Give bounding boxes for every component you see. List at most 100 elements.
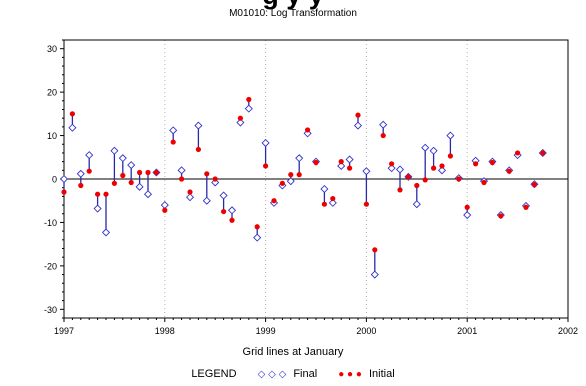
final-point-1998-01 [160,201,169,210]
initial-point-2000-11 [447,153,453,159]
final-point-2000-08 [421,143,430,152]
initial-point-1999-01 [263,163,269,169]
initial-point-1999-09 [330,195,336,202]
final-point-1999-09 [328,198,337,207]
cropped-title: g y y [0,0,586,11]
initial-point-1998-06 [204,171,210,177]
final-point-2000-05 [395,165,405,174]
final-point-1999-05 [295,154,304,163]
legend-final-label: Final [293,368,318,381]
initial-point-1999-04 [288,172,294,178]
final-point-2000-07 [412,200,421,209]
initial-point-1998-11 [246,96,252,103]
final-point-1997-10 [135,182,144,191]
final-point-2000-04 [387,164,396,173]
initial-point-2000-04 [389,161,395,167]
initial-point-2001-02 [473,161,479,167]
final-point-1998-02 [169,126,178,135]
x-tick-label: 1998 [155,326,175,336]
final-point-1997-11 [143,190,153,199]
final-point-1997-01 [59,174,69,184]
y-tick-label: 20 [47,88,57,98]
initial-point-2000-01 [363,201,369,207]
final-point-1999-12 [353,121,363,130]
initial-point-1997-08 [120,172,126,179]
initial-point-2000-12 [456,176,462,182]
final-point-1998-09 [227,206,237,215]
initial-point-1997-03 [78,182,84,189]
initial-point-1997-05 [95,191,101,197]
series-initial [61,96,546,253]
initial-point-1998-02 [170,139,176,145]
initial-point-1997-12 [153,169,159,176]
initial-point-1998-07 [212,176,218,182]
y-tick-label: -30 [44,305,57,315]
initial-point-1999-12 [355,112,361,118]
initial-point-2000-05 [397,187,403,193]
initial-point-2001-10 [540,150,546,156]
initial-point-1997-09 [128,179,134,186]
initial-point-1998-01 [162,207,168,213]
initial-point-1998-08 [221,208,227,215]
tick-labels: -30 -20 -10 0 10 20 30 1997 1998 1999 2000 2001 2002 [44,44,578,336]
initial-point-1999-02 [271,198,277,204]
initial-point-2000-06 [405,174,411,180]
final-point-1998-08 [219,191,228,200]
initial-point-2001-07 [515,150,521,156]
initial-point-1997-10 [137,169,143,176]
final-point-2000-01 [362,167,371,176]
initial-point-1997-04 [86,168,92,174]
final-point-1998-11 [244,104,253,113]
initial-point-2001-03 [481,179,487,186]
initial-point-1999-08 [321,201,327,207]
initial-point-1997-06 [103,191,109,197]
legend-initial-symbol: ● ● ● [338,368,362,380]
initial-point-2001-05 [498,213,504,219]
initial-point-2000-07 [414,182,420,189]
final-point-2000-09 [429,146,438,155]
initial-point-1999-03 [279,180,285,186]
x-tick-label: 1999 [256,326,276,336]
initial-point-1999-05 [296,172,302,178]
final-point-1999-11 [345,155,354,164]
final-point-1999-01 [261,138,270,147]
initial-point-1998-03 [179,176,185,182]
initial-point-2000-10 [439,163,445,169]
final-point-1997-06 [101,228,111,237]
legend: LEGEND ◇ ◇ ◇ Final ● ● ● Initial [0,368,586,380]
initial-point-2000-08 [422,177,428,183]
final-point-1998-03 [177,166,186,175]
y-tick-label: -20 [44,261,57,271]
initial-point-2001-01 [464,204,470,210]
final-point-1997-04 [85,151,94,160]
final-point-1999-04 [286,177,295,186]
final-point-1999-10 [337,161,346,171]
axes [60,39,569,322]
initial-point-1997-02 [69,111,75,117]
legend-initial-label: Initial [368,368,395,381]
initial-point-1999-10 [338,159,344,165]
initial-point-1997-01 [61,189,67,195]
initial-point-2001-06 [506,168,512,174]
initial-point-1998-04 [187,189,193,195]
initial-point-2000-09 [431,165,437,171]
x-tick-label: 1997 [54,326,74,336]
y-tick-label: 0 [52,175,57,185]
legend-title: LEGEND [191,368,237,381]
final-point-2000-03 [379,120,388,129]
x-tick-label: 2001 [457,326,477,336]
initial-point-1997-07 [111,180,117,186]
initial-point-1998-10 [237,115,243,121]
initial-point-1999-07 [313,159,319,166]
final-point-1998-05 [194,121,203,130]
y-tick-label: -10 [44,218,57,228]
initial-point-2000-02 [372,247,378,253]
final-point-1998-04 [185,193,195,202]
initial-point-2000-03 [380,132,386,139]
initial-point-1999-11 [347,165,353,171]
final-point-2000-02 [370,270,379,279]
initial-point-1998-09 [229,217,235,223]
initial-point-2001-04 [489,159,495,166]
y-tick-label: 30 [47,44,57,54]
initial-point-1999-06 [305,127,311,133]
